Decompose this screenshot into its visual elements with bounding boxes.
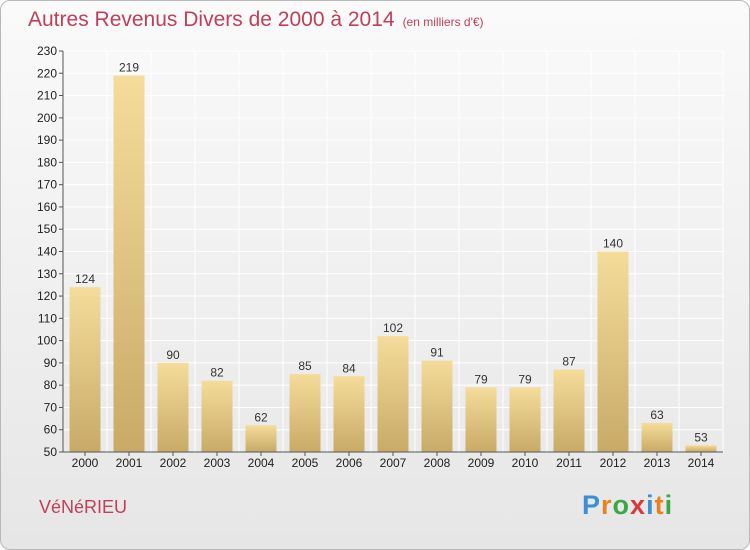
x-tick-label: 2003: [204, 456, 231, 470]
y-tick-label: 110: [38, 311, 57, 325]
x-tick-label: 2005: [292, 456, 319, 470]
data-label: 79: [474, 372, 488, 386]
x-tick-label: 2012: [600, 456, 627, 470]
y-tick-label: 210: [37, 89, 57, 103]
data-label: 84: [342, 361, 356, 375]
data-label: 90: [166, 348, 180, 362]
data-label: 91: [430, 346, 444, 360]
y-tick-label: 60: [44, 423, 58, 437]
x-tick-label: 2007: [380, 456, 407, 470]
y-tick-label: 190: [37, 133, 57, 147]
bar: [333, 376, 365, 452]
data-label: 219: [119, 61, 139, 75]
commune-name: VéNéRIEU: [39, 497, 128, 517]
logo-letter: r: [601, 490, 613, 520]
y-tick-label: 200: [37, 111, 57, 125]
y-tick-label: 220: [37, 66, 57, 80]
bar: [157, 362, 189, 452]
bar: [421, 360, 453, 452]
y-tick-label: 140: [37, 245, 57, 259]
y-tick-label: 130: [37, 267, 57, 281]
bar: [553, 369, 585, 452]
data-label: 87: [562, 355, 576, 369]
bar: [465, 387, 497, 452]
bar: [641, 423, 673, 452]
y-tick-label: 180: [37, 155, 57, 169]
bars: [69, 75, 717, 452]
bar: [113, 75, 145, 452]
y-tick-label: 50: [44, 445, 58, 459]
data-label: 79: [518, 372, 532, 386]
logo-letter: x: [630, 490, 647, 520]
y-tick-label: 170: [37, 178, 57, 192]
y-tick-label: 150: [37, 222, 57, 236]
bar: [509, 387, 541, 452]
bar: [69, 287, 101, 452]
data-label: 82: [210, 366, 224, 380]
data-label: 53: [694, 430, 708, 444]
x-tick-label: 2010: [512, 456, 539, 470]
bar: [685, 445, 717, 452]
logo-letter: i: [664, 490, 674, 520]
x-tick-label: 2008: [424, 456, 451, 470]
x-tick-label: 2004: [248, 456, 275, 470]
axes: [59, 50, 723, 456]
labels: 50 60 70 80 90 100 110 120 130 140 150 160 170 180 190…: [37, 44, 715, 470]
data-label: 85: [298, 359, 312, 373]
bar: [289, 374, 321, 452]
bar: [245, 425, 277, 452]
bar: [201, 380, 233, 452]
logo-letter: i: [646, 490, 655, 520]
bar: [377, 336, 409, 452]
chart-title: Autres Revenus Divers de 2000 à 2014 (en …: [28, 8, 484, 32]
x-tick-label: 2002: [160, 456, 187, 470]
logo-letter: o: [612, 490, 631, 520]
y-tick-label: 70: [44, 400, 58, 414]
x-tick-label: 2000: [72, 456, 99, 470]
x-tick-label: 2001: [116, 456, 143, 470]
data-label: 102: [383, 321, 403, 335]
y-tick-label: 160: [37, 200, 57, 214]
chart-title-unit: (en milliers d'€): [402, 15, 484, 29]
data-label: 140: [603, 237, 623, 251]
bar: [597, 251, 629, 452]
data-label: 63: [650, 408, 664, 422]
proxiti-logo: Proxiti: [582, 490, 673, 521]
data-label: 62: [254, 410, 268, 424]
y-tick-label: 100: [37, 334, 57, 348]
y-tick-label: 90: [44, 356, 58, 370]
logo-letter: P: [582, 490, 602, 520]
y-tick-label: 120: [37, 289, 57, 303]
x-tick-label: 2014: [688, 456, 715, 470]
y-tick-label: 230: [37, 44, 57, 58]
logo-letter: t: [654, 490, 665, 520]
x-tick-label: 2006: [336, 456, 363, 470]
chart-title-main: Autres Revenus Divers de 2000 à 2014: [28, 8, 395, 31]
x-tick-label: 2011: [556, 456, 582, 470]
data-label: 124: [75, 272, 95, 286]
x-tick-label: 2013: [644, 456, 671, 470]
y-tick-label: 80: [44, 378, 58, 392]
x-tick-label: 2009: [468, 456, 495, 470]
